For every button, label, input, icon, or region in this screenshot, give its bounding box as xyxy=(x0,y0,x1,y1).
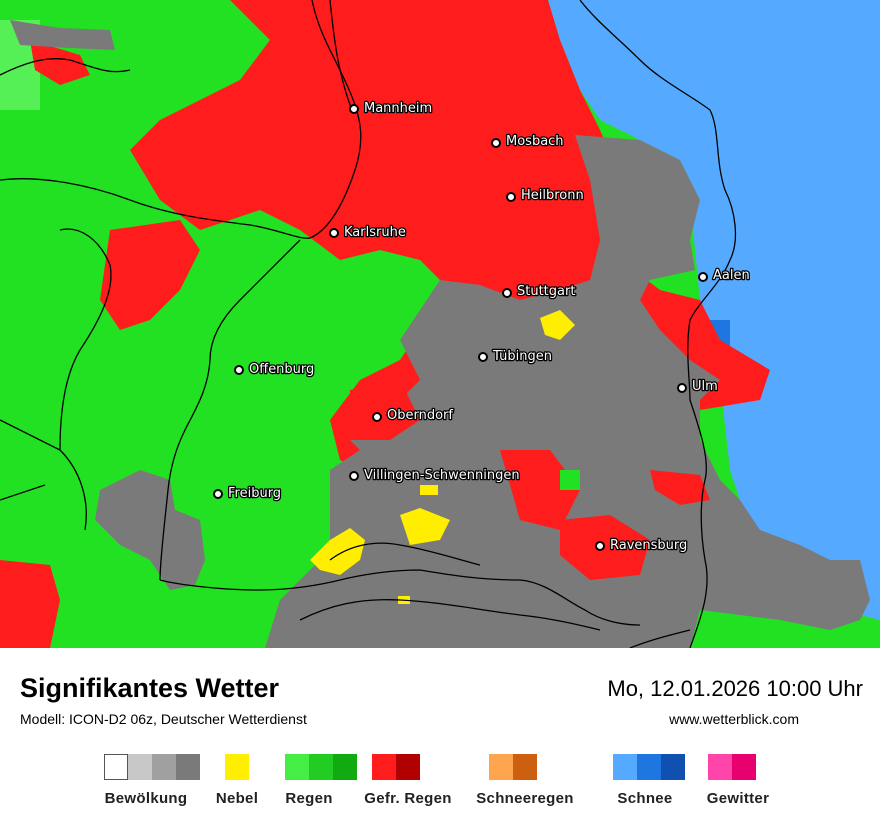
legend-cloud: Bewölkung xyxy=(104,754,200,807)
rain-area xyxy=(230,520,260,540)
city-label: Mannheim xyxy=(364,101,432,116)
freezing-rain-area xyxy=(30,40,90,85)
rain-area xyxy=(560,470,580,490)
city-label: Aalen xyxy=(713,268,750,283)
city-karlsruhe[interactable]: Karlsruhe xyxy=(329,224,407,241)
forecast-datetime: Mo, 12.01.2026 10:00 Uhr xyxy=(607,676,863,701)
legend-swatch xyxy=(489,754,513,780)
legend-label: Nebel xyxy=(215,790,259,807)
city-label: Tübingen xyxy=(492,349,552,364)
city-freiburg[interactable]: Freiburg xyxy=(213,485,282,502)
freezing-rain-area xyxy=(100,220,200,330)
legend-label: Gefr. Regen xyxy=(364,790,452,807)
legend-sleet: Schneeregen xyxy=(476,754,573,807)
legend-label: Regen xyxy=(285,790,333,807)
legend-swatch xyxy=(285,754,309,780)
legend-swatch xyxy=(152,754,176,780)
website-link[interactable]: www.wetterblick.com xyxy=(669,711,799,727)
legend-label: Schnee xyxy=(617,790,673,807)
legend-thunderstorm: Gewitter xyxy=(707,754,769,807)
city-label: Ulm xyxy=(692,379,718,394)
city-ulm[interactable]: Ulm xyxy=(677,378,719,395)
fog-area xyxy=(420,485,438,495)
city-heilbronn[interactable]: Heilbronn xyxy=(506,187,585,204)
legend-freezing-rain: Gefr. Regen xyxy=(364,754,451,807)
legend-swatch xyxy=(333,754,357,780)
freezing-rain-area xyxy=(650,470,710,505)
legend-swatch xyxy=(708,754,732,780)
legend-swatch xyxy=(128,754,152,780)
city-mannheim[interactable]: Mannheim xyxy=(349,100,433,117)
legend-swatch xyxy=(309,754,333,780)
legend-swatch xyxy=(637,754,661,780)
legend-snow: Schnee xyxy=(613,754,685,807)
city-label: Heilbronn xyxy=(521,188,584,203)
model-info: Modell: ICON-D2 06z, Deutscher Wetterdie… xyxy=(20,711,307,727)
city-mosbach[interactable]: Mosbach xyxy=(491,133,565,150)
legend-swatch xyxy=(104,754,128,780)
legend-label: Bewölkung xyxy=(104,790,188,807)
city-label: Mosbach xyxy=(506,134,564,149)
cloud-area xyxy=(95,470,205,590)
city-stuttgart[interactable]: Stuttgart xyxy=(502,283,577,300)
legend-swatch xyxy=(513,754,537,780)
city-label: Villingen-Schwenningen xyxy=(364,468,520,483)
city-ravensburg[interactable]: Ravensburg xyxy=(595,537,689,554)
freezing-rain-area xyxy=(0,560,60,648)
city-villingen-schwenningen[interactable]: Villingen-Schwenningen xyxy=(349,467,521,484)
page-title: Signifikantes Wetter xyxy=(20,673,280,703)
freezing-rain-area xyxy=(560,515,650,580)
city-offenburg[interactable]: Offenburg xyxy=(234,361,316,378)
city-label: Ravensburg xyxy=(610,538,687,553)
city-tuebingen[interactable]: Tübingen xyxy=(478,348,553,365)
city-oberndorf[interactable]: Oberndorf xyxy=(372,407,455,424)
freezing-rain-area xyxy=(350,380,420,440)
legend-swatch xyxy=(225,754,249,780)
footer-panel: Signifikantes Wetter Modell: ICON-D2 06z… xyxy=(0,648,880,830)
fog-area xyxy=(540,310,575,340)
fog-area xyxy=(310,528,365,575)
fog-area xyxy=(400,508,450,545)
city-label: Offenburg xyxy=(249,362,314,377)
cloud-area xyxy=(10,20,115,50)
city-label: Oberndorf xyxy=(387,408,453,423)
legend-fog: Nebel xyxy=(216,754,258,807)
legend-label: Schneeregen xyxy=(476,790,574,807)
legend-swatch xyxy=(176,754,200,780)
legend-swatch xyxy=(613,754,637,780)
borders xyxy=(0,0,737,648)
legend-swatch xyxy=(372,754,396,780)
legend-swatch xyxy=(661,754,685,780)
legend-label: Gewitter xyxy=(706,790,770,807)
city-label: Stuttgart xyxy=(517,284,575,299)
legend-swatch xyxy=(732,754,756,780)
city-label: Freiburg xyxy=(228,486,281,501)
snow-area xyxy=(548,0,880,620)
city-label: Karlsruhe xyxy=(344,225,406,240)
legend-swatch xyxy=(396,754,420,780)
city-aalen[interactable]: Aalen xyxy=(698,267,751,284)
legend-rain: Regen xyxy=(285,754,357,807)
weather-map-canvas: Mannheim Mosbach Heilbronn Karlsruhe Aal… xyxy=(0,0,880,648)
city-markers: Mannheim Mosbach Heilbronn Karlsruhe Aal… xyxy=(213,100,751,554)
weather-map: Mannheim Mosbach Heilbronn Karlsruhe Aal… xyxy=(0,0,880,648)
